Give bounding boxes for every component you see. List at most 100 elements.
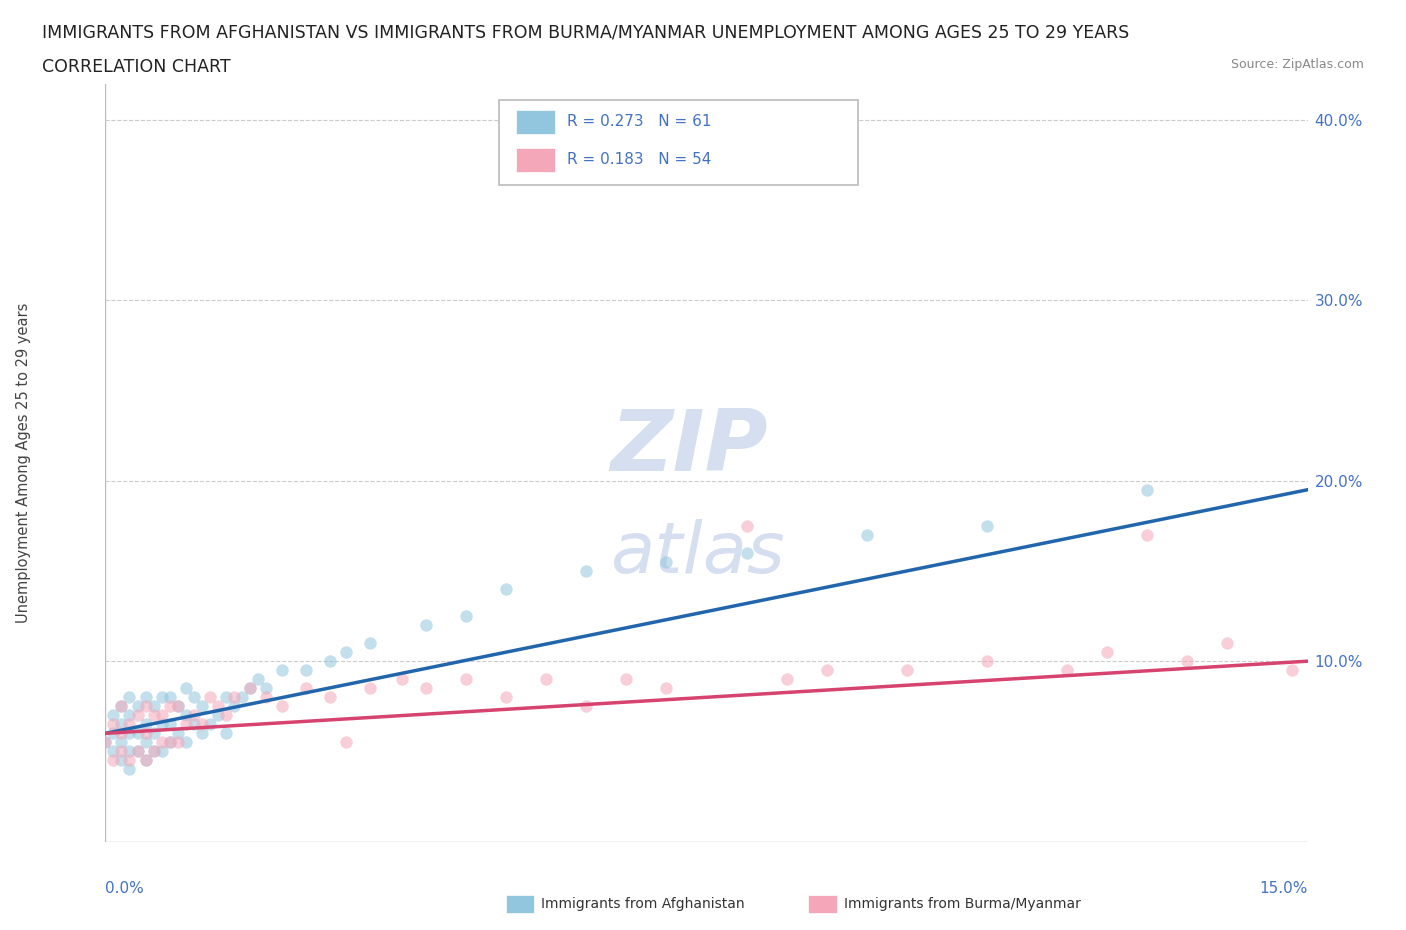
Point bbox=[127, 708, 149, 723]
Point bbox=[142, 726, 165, 741]
Point bbox=[976, 654, 998, 669]
Point bbox=[1056, 663, 1078, 678]
Point bbox=[118, 726, 141, 741]
Point bbox=[142, 698, 165, 713]
Point bbox=[174, 717, 197, 732]
Point bbox=[391, 671, 413, 686]
Point bbox=[1177, 654, 1199, 669]
Point bbox=[110, 726, 132, 741]
Point bbox=[127, 744, 149, 759]
Point bbox=[110, 698, 132, 713]
Point bbox=[142, 708, 165, 723]
Point bbox=[231, 690, 253, 705]
Point bbox=[159, 717, 181, 732]
Point bbox=[127, 726, 149, 741]
Point bbox=[135, 717, 157, 732]
Point bbox=[159, 735, 181, 750]
Point bbox=[135, 690, 157, 705]
Point bbox=[118, 717, 141, 732]
Point bbox=[94, 735, 117, 750]
Point bbox=[207, 708, 229, 723]
Point bbox=[239, 681, 262, 696]
Point bbox=[976, 518, 998, 533]
Point bbox=[1281, 663, 1303, 678]
Point bbox=[118, 708, 141, 723]
Point bbox=[110, 753, 132, 768]
Point bbox=[103, 753, 125, 768]
Point bbox=[166, 735, 188, 750]
Text: CORRELATION CHART: CORRELATION CHART bbox=[42, 58, 231, 75]
Point bbox=[174, 708, 197, 723]
Point bbox=[239, 681, 262, 696]
Point bbox=[415, 618, 437, 632]
Point bbox=[135, 698, 157, 713]
Point bbox=[735, 518, 758, 533]
Point bbox=[142, 744, 165, 759]
Point bbox=[94, 735, 117, 750]
Point bbox=[118, 690, 141, 705]
Text: R = 0.273   N = 61: R = 0.273 N = 61 bbox=[567, 114, 711, 129]
Point bbox=[359, 681, 381, 696]
Point bbox=[118, 753, 141, 768]
Point bbox=[616, 671, 638, 686]
Point bbox=[159, 735, 181, 750]
Point bbox=[190, 726, 212, 741]
Point bbox=[214, 708, 236, 723]
Point bbox=[214, 726, 236, 741]
Point bbox=[495, 581, 517, 596]
Point bbox=[110, 698, 132, 713]
Point bbox=[150, 708, 173, 723]
Point bbox=[207, 698, 229, 713]
Point bbox=[159, 690, 181, 705]
Point bbox=[190, 698, 212, 713]
Point bbox=[776, 671, 799, 686]
Text: Unemployment Among Ages 25 to 29 years: Unemployment Among Ages 25 to 29 years bbox=[17, 302, 31, 623]
Point bbox=[135, 753, 157, 768]
Text: R = 0.183   N = 54: R = 0.183 N = 54 bbox=[567, 153, 711, 167]
Point bbox=[150, 744, 173, 759]
Point bbox=[150, 690, 173, 705]
Point bbox=[1216, 636, 1239, 651]
Point bbox=[103, 744, 125, 759]
Point bbox=[415, 681, 437, 696]
Point bbox=[896, 663, 918, 678]
Point bbox=[166, 698, 188, 713]
Point bbox=[118, 744, 141, 759]
Point bbox=[655, 554, 678, 569]
Point bbox=[254, 690, 277, 705]
Point bbox=[110, 735, 132, 750]
Point bbox=[135, 735, 157, 750]
Point bbox=[142, 744, 165, 759]
Text: Source: ZipAtlas.com: Source: ZipAtlas.com bbox=[1230, 58, 1364, 71]
Point bbox=[655, 681, 678, 696]
Point bbox=[159, 698, 181, 713]
Text: 0.0%: 0.0% bbox=[105, 882, 145, 897]
Text: ZIP: ZIP bbox=[610, 406, 768, 489]
Point bbox=[319, 654, 342, 669]
Point bbox=[575, 564, 598, 578]
Point bbox=[103, 726, 125, 741]
Text: Immigrants from Afghanistan: Immigrants from Afghanistan bbox=[541, 897, 745, 911]
Point bbox=[183, 717, 205, 732]
Point bbox=[359, 636, 381, 651]
Text: Immigrants from Burma/Myanmar: Immigrants from Burma/Myanmar bbox=[844, 897, 1080, 911]
Point bbox=[127, 698, 149, 713]
Point bbox=[495, 690, 517, 705]
Point bbox=[815, 663, 838, 678]
Point bbox=[1136, 483, 1159, 498]
Point bbox=[222, 690, 245, 705]
Point bbox=[214, 690, 236, 705]
Point bbox=[198, 717, 221, 732]
Point bbox=[1136, 527, 1159, 542]
Point bbox=[534, 671, 557, 686]
Point bbox=[855, 527, 877, 542]
Point bbox=[135, 753, 157, 768]
Point bbox=[103, 708, 125, 723]
Point bbox=[295, 681, 318, 696]
Point bbox=[575, 698, 598, 713]
Point bbox=[222, 698, 245, 713]
Point bbox=[118, 762, 141, 777]
Text: atlas: atlas bbox=[610, 519, 785, 588]
Point bbox=[110, 717, 132, 732]
Point bbox=[270, 663, 292, 678]
